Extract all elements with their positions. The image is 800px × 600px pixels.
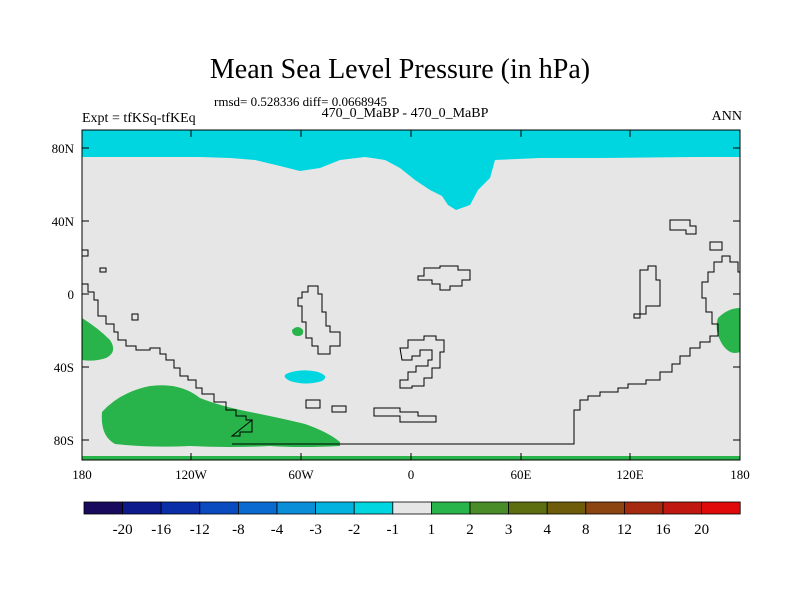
lon-tick-label: 0 xyxy=(408,467,415,482)
colorbar-box xyxy=(701,501,741,515)
antarctica-outline xyxy=(230,255,740,445)
southern-continent-outline xyxy=(399,335,445,389)
colorbar-label: 3 xyxy=(505,522,513,538)
colorbar-label: 1 xyxy=(428,522,436,538)
lon-tick-label: 120E xyxy=(616,467,644,482)
colorbar-label: -16 xyxy=(151,522,171,538)
west-pacific-positive-region xyxy=(716,308,740,353)
lon-tick-label: 120W xyxy=(175,467,208,482)
colorbar-box xyxy=(662,501,702,515)
colorbar-box xyxy=(199,501,239,515)
experiment-label: Expt = tfKSq-tfKEq xyxy=(82,111,196,126)
colorbar-box xyxy=(83,501,123,515)
colorbar-box xyxy=(237,501,278,515)
colorbar-box xyxy=(315,501,355,515)
colorbar-label: 2 xyxy=(466,522,474,538)
colorbar-box xyxy=(430,501,471,515)
colorbar-label: -4 xyxy=(271,522,284,538)
lon-tick-label: 60W xyxy=(288,467,314,482)
small-positive-region xyxy=(292,327,304,336)
colorbar-box xyxy=(353,501,394,515)
colorbar-label: 8 xyxy=(582,522,590,538)
colorbar-box xyxy=(160,501,201,515)
lat-tick-label: 80S xyxy=(54,433,74,448)
colorbar-box xyxy=(585,501,625,515)
colorbar-box xyxy=(469,501,509,515)
colorbar-label: -8 xyxy=(232,522,245,538)
southern-negative-region xyxy=(284,370,326,384)
colorbar-label: -12 xyxy=(190,522,210,538)
case-label: 470_0_MaBP - 470_0_MaBP xyxy=(321,106,489,121)
lat-tick-label: 40N xyxy=(52,214,75,229)
map-plot xyxy=(81,129,741,461)
arctic-negative-region xyxy=(82,130,740,210)
asia-outline xyxy=(81,219,723,321)
colorbar-label: 20 xyxy=(694,522,709,538)
colorbar-box xyxy=(624,501,664,515)
coastlines xyxy=(81,219,740,445)
colorbar-box xyxy=(392,501,432,515)
pacific-positive-region xyxy=(82,318,114,361)
colorbar xyxy=(83,501,741,515)
season-label: ANN xyxy=(711,109,742,124)
colorbar-box xyxy=(122,501,162,515)
colorbar-label: -20 xyxy=(113,522,133,538)
colorbar-label: -1 xyxy=(387,522,400,538)
lat-tick-label: 0 xyxy=(68,287,75,302)
island-outline xyxy=(305,399,437,423)
colorbar-box xyxy=(276,501,316,515)
colorbar-box xyxy=(508,501,548,515)
australia-outline xyxy=(633,265,661,319)
africa-outline xyxy=(417,265,471,291)
lon-tick-labels: 180 120W 60W 0 60E 120E 180 xyxy=(72,467,750,482)
figure-title: Mean Sea Level Pressure (in hPa) xyxy=(209,54,591,85)
americas-coast xyxy=(82,283,252,421)
colorbar-box xyxy=(546,501,587,515)
colorbar-labels: -20 -16 -12 -8 -4 -3 -2 -1 1 2 3 4 8 12 16 20 xyxy=(113,522,709,538)
tick-marks xyxy=(82,130,740,460)
colorbar-label: 16 xyxy=(656,522,672,538)
south-america-outline xyxy=(297,285,341,355)
colorbar-label: -3 xyxy=(309,522,322,538)
lon-tick-label: 60E xyxy=(511,467,532,482)
lat-tick-label: 80N xyxy=(52,141,75,156)
lat-tick-labels: 80N 40N 0 40S 80S xyxy=(52,141,75,448)
stats-label: rmsd= 0.528336 diff= 0.0668945 xyxy=(214,94,387,109)
lat-tick-label: 40S xyxy=(54,360,74,375)
colorbar-label: -2 xyxy=(348,522,361,538)
lon-tick-label: 180 xyxy=(72,467,92,482)
lon-tick-label: 180 xyxy=(730,467,750,482)
colorbar-label: 12 xyxy=(617,522,632,538)
colorbar-label: 4 xyxy=(543,522,551,538)
antarctic-positive-region xyxy=(101,385,340,447)
